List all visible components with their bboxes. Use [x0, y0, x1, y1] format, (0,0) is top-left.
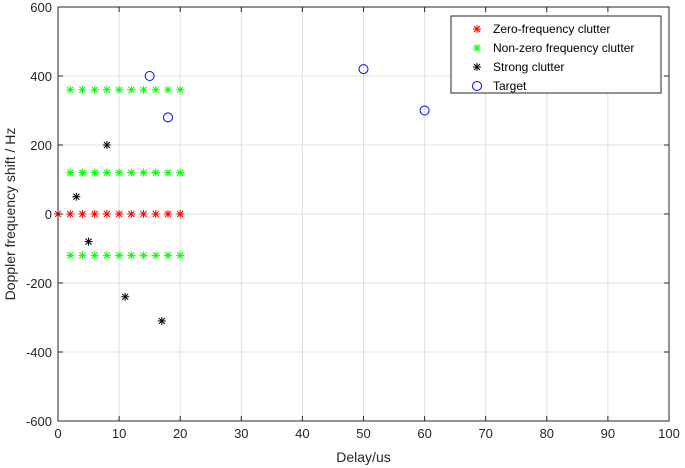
data-point-series-1 [115, 168, 124, 177]
x-tick-label: 80 [540, 426, 554, 441]
x-tick-label: 70 [478, 426, 492, 441]
legend-label-0: Zero-frequency clutter [493, 22, 610, 36]
legend-label-2: Strong clutter [493, 60, 564, 74]
y-tick-label: -400 [26, 345, 52, 360]
data-point-series-1 [102, 251, 111, 260]
data-point-series-0 [115, 210, 124, 218]
data-point-series-1 [78, 85, 87, 94]
data-point-series-2 [72, 192, 81, 201]
x-tick-label: 40 [295, 426, 309, 441]
data-point-series-1 [102, 168, 111, 177]
legend-marker-1 [473, 44, 481, 52]
data-point-series-2 [84, 237, 93, 246]
data-point-series-0 [78, 210, 87, 218]
data-point-series-0 [90, 210, 99, 218]
legend-label-3: Target [493, 79, 527, 93]
data-point-series-1 [176, 85, 185, 94]
data-point-series-2 [121, 292, 130, 301]
data-point-series-1 [90, 251, 99, 260]
y-tick-label: 200 [30, 138, 52, 153]
x-tick-label: 20 [173, 426, 187, 441]
data-point-series-1 [78, 168, 87, 177]
x-tick-label: 10 [112, 426, 126, 441]
data-point-series-3 [144, 71, 155, 81]
data-point-series-0 [139, 210, 148, 218]
x-axis-label: Delay/us [336, 449, 390, 465]
data-point-series-1 [90, 168, 99, 177]
x-tick-label: 0 [54, 426, 61, 441]
data-point-series-1 [139, 251, 148, 260]
data-point-series-1 [151, 168, 160, 177]
legend-marker-0 [473, 25, 481, 33]
legend-marker-2 [473, 63, 481, 71]
x-tick-label: 30 [234, 426, 248, 441]
y-tick-label: 400 [30, 69, 52, 84]
data-point-series-1 [163, 168, 172, 177]
legend-box [450, 15, 662, 94]
data-point-series-1 [127, 168, 136, 177]
y-tick-label: 600 [30, 0, 52, 15]
data-point-series-1 [102, 85, 111, 94]
data-point-series-1 [90, 85, 99, 94]
data-point-series-0 [151, 210, 160, 218]
data-point-series-1 [139, 85, 148, 94]
y-tick-label: -200 [26, 276, 52, 291]
data-point-series-1 [66, 251, 75, 260]
data-point-series-1 [66, 85, 75, 94]
data-point-series-1 [151, 85, 160, 94]
data-point-series-1 [78, 251, 87, 260]
data-point-series-3 [419, 105, 430, 116]
axis-ticks: 0 10 20 30 40 50 60 70 80 90 100 -600 -400 -200 0 200 40… [26, 0, 680, 441]
y-tick-label: -600 [26, 414, 52, 429]
data-point-series-1 [115, 85, 124, 94]
data-point-series-2 [157, 316, 166, 325]
legend-label-1: Non-zero frequency clutter [493, 41, 634, 55]
data-point-series-1 [115, 251, 124, 260]
data-point-series-3 [162, 112, 173, 123]
data-point-series-0 [127, 210, 136, 218]
x-tick-label: 50 [356, 426, 370, 441]
data-point-series-1 [151, 251, 160, 260]
x-tick-label: 100 [658, 426, 680, 441]
x-tick-label: 90 [601, 426, 615, 441]
legend: Zero-frequency clutter Non-zero frequency… [450, 15, 662, 94]
y-tick-label: 0 [45, 207, 52, 222]
data-points [54, 64, 430, 325]
x-tick-label: 60 [417, 426, 431, 441]
data-point-series-1 [127, 251, 136, 260]
data-point-series-1 [176, 251, 185, 260]
data-point-series-0 [66, 210, 75, 218]
data-point-series-1 [163, 85, 172, 94]
y-axis-label: Doppler frequency shift / Hz [2, 128, 18, 301]
data-point-series-2 [102, 141, 111, 149]
data-point-series-0 [176, 210, 185, 218]
data-point-series-1 [163, 251, 172, 260]
data-point-series-1 [127, 85, 136, 94]
data-point-series-0 [102, 210, 111, 218]
data-point-series-1 [176, 168, 185, 177]
data-point-series-1 [66, 168, 75, 177]
legend-marker-3 [472, 81, 482, 91]
data-point-series-0 [163, 210, 172, 218]
data-point-series-1 [139, 168, 148, 177]
data-point-series-3 [358, 64, 369, 75]
